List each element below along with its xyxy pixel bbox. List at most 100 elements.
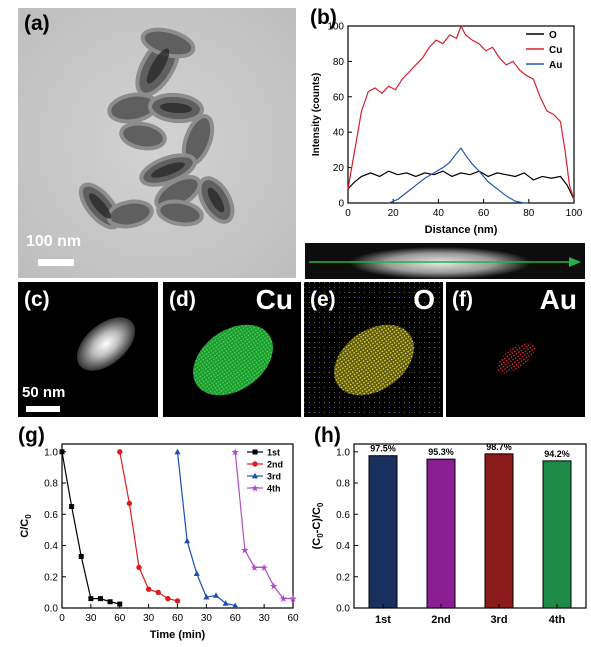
data-point-2nd bbox=[136, 564, 142, 571]
element-label-cu: Cu bbox=[255, 284, 293, 315]
data-point-4th: ★ bbox=[250, 563, 259, 574]
panel-f-au-map: (f) Au bbox=[446, 282, 585, 417]
data-point-2nd bbox=[155, 589, 161, 596]
data-point-1st bbox=[98, 596, 103, 602]
x-tick-label: 100 bbox=[566, 208, 583, 219]
panel-a-tem-image: (a) 100 nm bbox=[18, 8, 296, 278]
data-point-2nd bbox=[165, 595, 171, 602]
element-label-au: Au bbox=[539, 284, 577, 315]
nanoparticle-cluster bbox=[78, 27, 235, 230]
panel-label: (c) bbox=[24, 288, 50, 311]
series-line-2nd bbox=[119, 451, 178, 602]
panel-label: (b) bbox=[310, 6, 337, 29]
x-tick-label: 30 bbox=[259, 613, 271, 624]
data-point-4th: ★ bbox=[240, 546, 249, 557]
panel-c-haadf-image: (c) 50 nm bbox=[18, 282, 158, 417]
panel-g: (g) 0 30 60 30 60 30 60 30 60 0.0 0.2 0.4 0.6 0.8 1.0 T… bbox=[0, 420, 300, 642]
y-tick-label: 1.0 bbox=[44, 447, 58, 458]
chart-b-line-scan: 0 20 40 60 80 100 0 20 40 60 80 100 Distance (nm) Int… bbox=[311, 22, 583, 237]
data-point-4th: ★ bbox=[260, 563, 269, 574]
data-point-3rd bbox=[232, 602, 239, 609]
data-point-3rd bbox=[193, 570, 200, 577]
y-tick-label: 0.4 bbox=[44, 541, 58, 552]
series-line-1st bbox=[61, 451, 120, 605]
panel-e-o-map: (e) O bbox=[304, 282, 443, 417]
legend-label-2nd: 2nd bbox=[267, 460, 283, 470]
y-tick-label: 0.0 bbox=[44, 604, 58, 615]
panel-label: (f) bbox=[452, 288, 473, 311]
y-tick-label: 0.0 bbox=[336, 604, 350, 615]
x-axis-label: Time (min) bbox=[150, 629, 206, 641]
bar-3rd bbox=[484, 453, 514, 609]
data-point-2nd bbox=[117, 449, 123, 455]
data-label: 94.2% bbox=[544, 449, 570, 459]
x-tick-label: 1st bbox=[375, 614, 391, 626]
data-point-4th: ★ bbox=[231, 447, 240, 458]
x-tick-label: 60 bbox=[478, 208, 490, 219]
panel-label: (e) bbox=[310, 288, 336, 311]
data-point-2nd bbox=[126, 500, 133, 507]
data-point-4th: ★ bbox=[269, 582, 278, 593]
plot-frame bbox=[347, 25, 575, 204]
chart-h-bar: 0.0 0.2 0.4 0.6 0.8 1.0 (C0-C)/C0 1st 97.5% 2nd 95… bbox=[311, 442, 587, 626]
bar-1st bbox=[368, 455, 398, 609]
x-axis-label: Distance (nm) bbox=[425, 224, 498, 236]
legend-marker-1st bbox=[252, 449, 258, 455]
chart-g-degradation: 0 30 60 30 60 30 60 30 60 0.0 0.2 0.4 0.6 0.8 1.0 Time … bbox=[19, 443, 299, 641]
legend-marker-4th: ★ bbox=[251, 484, 260, 495]
x-tick-label: 3rd bbox=[490, 614, 507, 626]
data-point-1st bbox=[69, 503, 75, 509]
legend-label-o: O bbox=[549, 30, 557, 41]
y-axis-label: C/C0 bbox=[19, 514, 33, 538]
y-axis-label: Intensity (counts) bbox=[311, 73, 322, 156]
data-point-2nd bbox=[145, 586, 152, 592]
x-tick-label: 60 bbox=[172, 613, 184, 624]
data-point-3rd bbox=[184, 537, 191, 544]
y-axis-label: (C0-C)/C0 bbox=[311, 502, 325, 549]
panel-b: (b) 0 20 40 60 80 100 0 20 40 60 80 100 Distance (nm… bbox=[300, 0, 591, 245]
legend-label-3rd: 3rd bbox=[267, 472, 281, 482]
panel-h: (h) 0.0 0.2 0.4 0.6 0.8 1.0 (C0-C)/C0 1st 97.5% 2… bbox=[300, 420, 591, 642]
y-tick-label: 100 bbox=[327, 22, 344, 33]
y-tick-label: 40 bbox=[333, 128, 345, 139]
x-tick-label: 30 bbox=[143, 613, 155, 624]
panel-label: (h) bbox=[314, 424, 341, 447]
data-label: 95.3% bbox=[428, 447, 454, 457]
x-tick-label: 4th bbox=[549, 614, 566, 626]
x-tick-label: 2nd bbox=[431, 614, 451, 626]
data-point-2nd bbox=[174, 598, 181, 604]
series-line-4th bbox=[234, 451, 293, 600]
data-label: 97.5% bbox=[370, 444, 396, 454]
data-point-3rd bbox=[174, 448, 181, 455]
data-point-1st bbox=[78, 553, 84, 559]
y-tick-label: 1.0 bbox=[336, 447, 350, 458]
data-label: 98.7% bbox=[486, 442, 512, 452]
data-point-3rd bbox=[213, 592, 219, 598]
scale-bar-label: 50 nm bbox=[22, 384, 66, 401]
data-point-4th: ★ bbox=[289, 594, 298, 605]
x-tick-label: 60 bbox=[287, 613, 299, 624]
y-tick-label: 0.8 bbox=[336, 479, 350, 490]
data-point-1st bbox=[59, 449, 65, 455]
legend-label-au: Au bbox=[549, 60, 562, 71]
legend-label-cu: Cu bbox=[549, 45, 562, 56]
x-tick-label: 30 bbox=[85, 613, 97, 624]
arrow-head-icon bbox=[569, 257, 581, 267]
x-tick-label: 20 bbox=[388, 208, 400, 219]
y-tick-label: 60 bbox=[333, 92, 345, 103]
legend-marker-3rd bbox=[252, 472, 258, 479]
series-line-o bbox=[347, 170, 575, 200]
tem-nanoparticles bbox=[18, 8, 296, 278]
data-point-1st bbox=[117, 601, 123, 607]
x-tick-label: 30 bbox=[201, 613, 213, 624]
bar-2nd bbox=[426, 458, 456, 609]
stem-line-scan-strip bbox=[305, 243, 585, 279]
series-line-3rd bbox=[176, 451, 236, 607]
data-point-4th: ★ bbox=[279, 594, 288, 605]
data-point-1st bbox=[107, 599, 113, 605]
y-tick-label: 0.4 bbox=[336, 541, 350, 552]
y-tick-label: 0.6 bbox=[336, 510, 350, 521]
data-point-3rd bbox=[203, 593, 210, 600]
panel-d-cu-map: (d) Cu bbox=[163, 282, 301, 417]
bar-4th bbox=[542, 460, 572, 609]
